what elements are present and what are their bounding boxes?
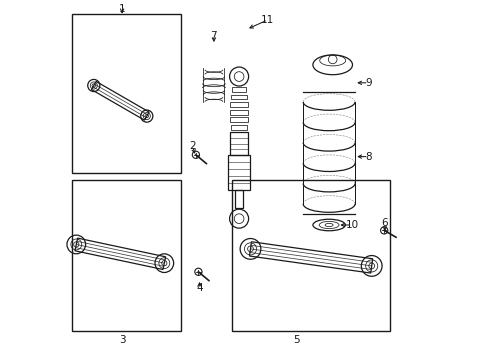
Bar [235,190,243,208]
Text: 1: 1 [119,4,125,14]
Bar [230,117,247,122]
Bar [230,102,247,107]
Text: 5: 5 [293,335,300,345]
Bar [231,180,389,331]
Bar [230,125,247,130]
Bar [72,180,181,331]
Text: 6: 6 [381,218,387,228]
Text: 10: 10 [345,220,358,230]
Text: 3: 3 [119,335,125,345]
Bar [231,87,246,92]
Bar [72,14,181,173]
Text: 11: 11 [261,15,274,25]
Bar [228,155,249,190]
Text: 8: 8 [365,152,371,162]
Bar [230,94,247,99]
Text: 7: 7 [210,31,217,41]
Bar [230,132,247,155]
Text: 2: 2 [188,141,195,151]
Text: 4: 4 [196,283,203,293]
Bar [229,110,248,114]
Text: 9: 9 [365,78,371,88]
